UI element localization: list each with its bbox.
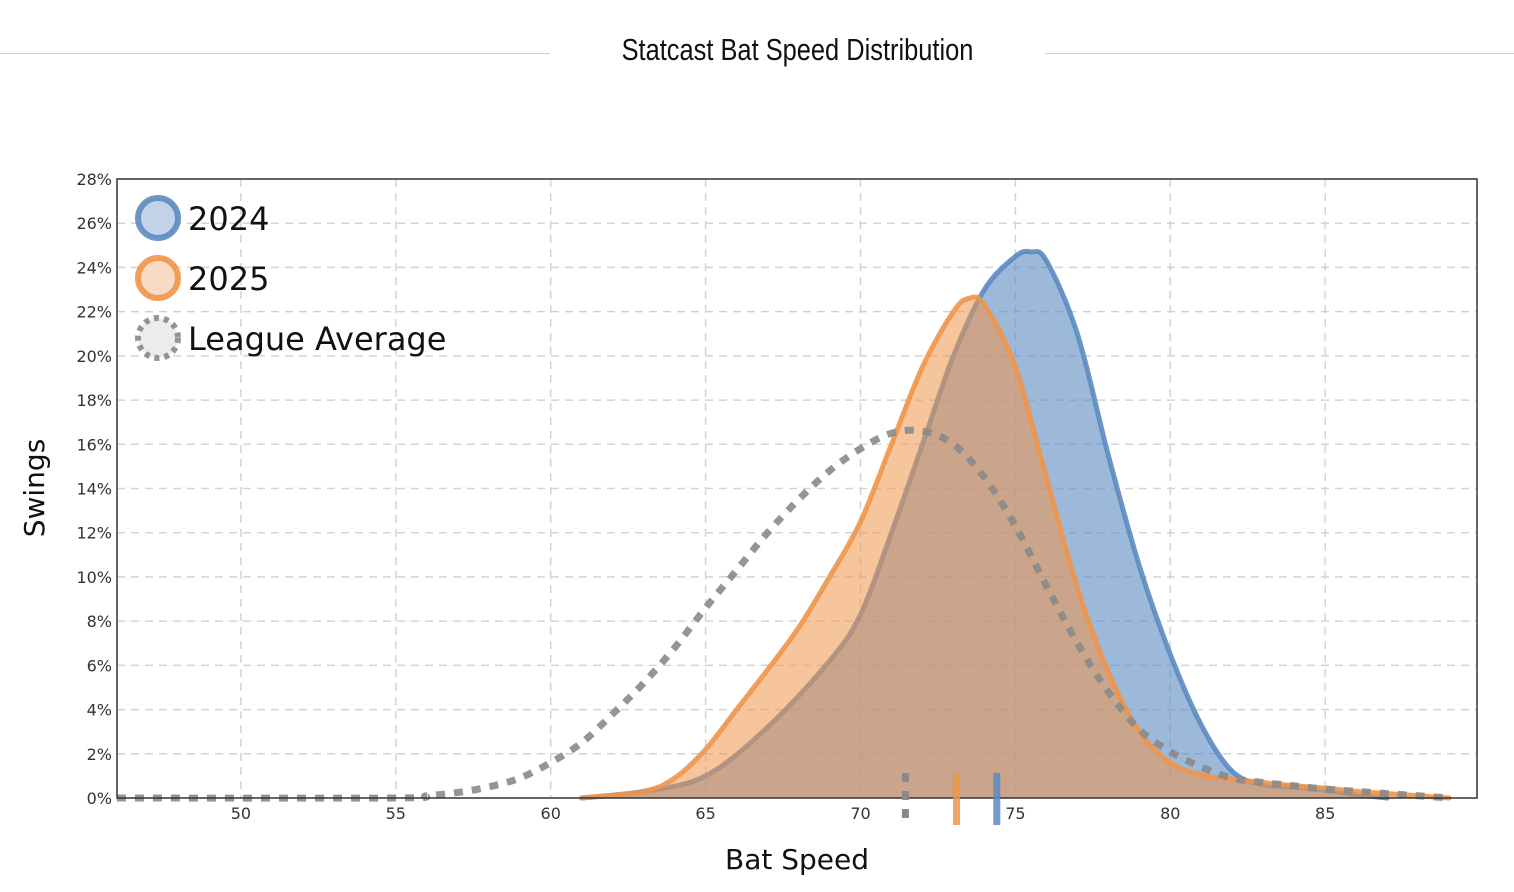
y-tick-label: 0%	[87, 789, 112, 808]
x-tick-label: 70	[850, 804, 870, 823]
series-layer	[116, 248, 1452, 802]
x-tick-label: 85	[1315, 804, 1335, 823]
x-tick-label: 55	[386, 804, 406, 823]
legend-swatch-2025	[135, 255, 181, 301]
y-axis-label: Swings	[18, 439, 51, 538]
legend-swatch-league-average	[135, 315, 181, 361]
mean-markers	[901, 773, 1001, 825]
y-tick-label: 10%	[76, 568, 112, 587]
y-tick-label: 28%	[76, 170, 112, 189]
y-tick-label: 22%	[76, 303, 112, 322]
legend-label-2024: 2024	[188, 200, 269, 238]
legend-label-league-average: League Average	[188, 320, 446, 358]
y-tick-label: 6%	[87, 656, 112, 675]
area-2025	[581, 296, 1450, 798]
x-tick-label: 60	[541, 804, 561, 823]
y-tick-label: 20%	[76, 347, 112, 366]
title-rule-left	[0, 53, 550, 54]
chart-title: Statcast Bat Speed Distribution	[621, 32, 974, 67]
x-tick-label: 75	[1005, 804, 1025, 823]
ticks: 0% 2% 4% 6% 8% 10% 12% 14% 16% 18% 20% 22% 24% 26% 28%…	[76, 170, 1335, 823]
legend-label-2025: 2025	[188, 260, 269, 298]
y-tick-label: 26%	[76, 214, 112, 233]
legend-swatch-2024	[135, 195, 181, 241]
title-rule-right	[1045, 53, 1514, 54]
y-tick-label: 16%	[76, 435, 112, 454]
line-league-average	[116, 426, 1450, 802]
y-tick-label: 8%	[87, 612, 112, 631]
y-tick-label: 4%	[87, 701, 112, 720]
x-tick-label: 65	[695, 804, 715, 823]
legend: 2024 2025 League Average	[135, 195, 446, 361]
x-tick-label: 80	[1160, 804, 1180, 823]
y-tick-label: 12%	[76, 524, 112, 543]
y-tick-label: 18%	[76, 391, 112, 410]
x-axis-label: Bat Speed	[725, 843, 869, 876]
y-tick-label: 24%	[76, 258, 112, 277]
y-tick-label: 2%	[87, 745, 112, 764]
plot-frame	[116, 178, 1478, 799]
y-tick-label: 14%	[76, 480, 112, 499]
x-tick-label: 50	[231, 804, 251, 823]
